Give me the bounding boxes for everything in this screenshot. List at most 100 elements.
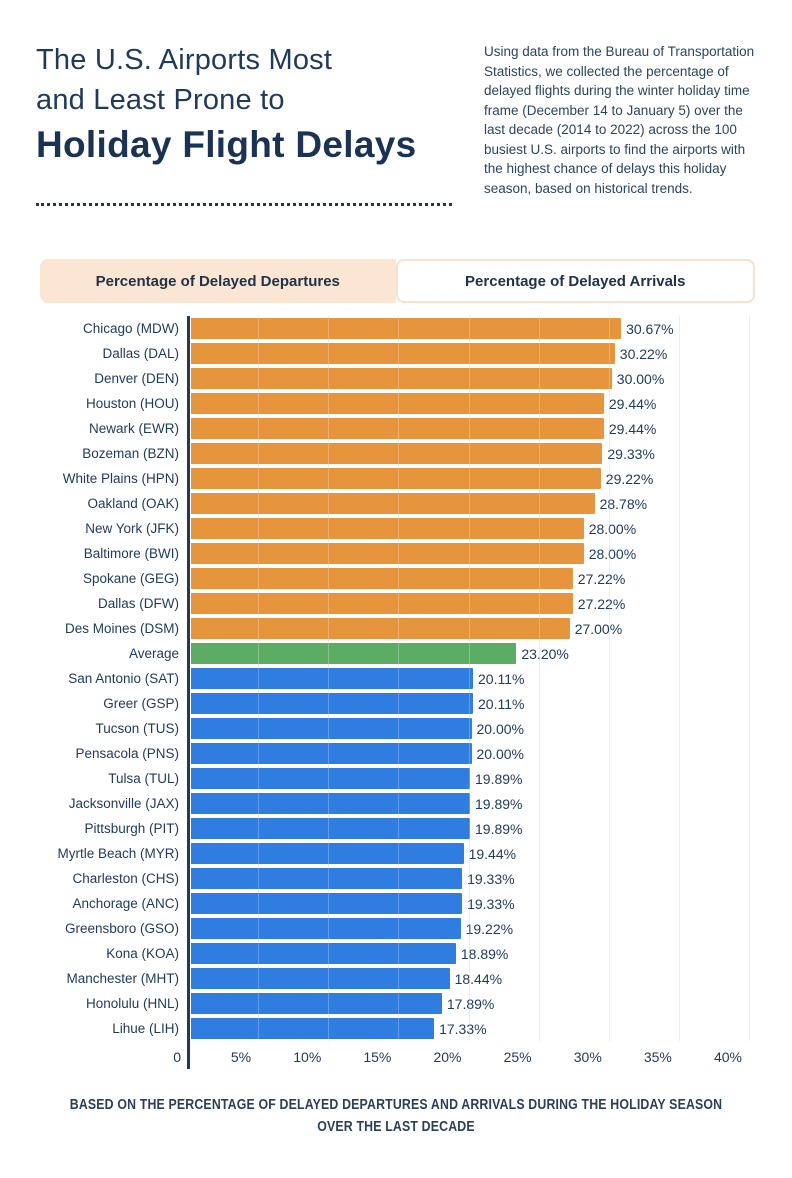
chart-row: San Antonio (SAT) 20.11% — [10, 666, 748, 691]
chart-row: Oakland (OAK) 28.78% — [10, 491, 748, 516]
chart-rows: Chicago (MDW) 30.67% Dallas (DAL) 30.22% Den… — [10, 316, 750, 1069]
bar-value-label: 27.22% — [577, 570, 626, 587]
chart-row: New York (JFK) 28.00% — [10, 516, 748, 541]
chart-row: Greensboro (GSO) 19.22% — [10, 916, 748, 941]
bar-track: 29.44% — [188, 416, 748, 441]
bar-track: 30.00% — [188, 366, 748, 391]
bar-track: 20.11% — [188, 691, 748, 716]
bar-least — [191, 693, 473, 714]
chart-row: Dallas (DFW) 27.22% — [10, 591, 748, 616]
bar-value-label: 29.22% — [605, 470, 654, 487]
bar-least — [191, 793, 470, 814]
chart-row: Tucson (TUS) 20.00% — [10, 716, 748, 741]
bar-most — [191, 618, 570, 639]
bar-category-label: Charleston (CHS) — [72, 871, 179, 886]
bar-track: 19.89% — [188, 816, 748, 841]
bar-category-label: Honolulu (HNL) — [85, 996, 179, 1011]
bar-category-label: Des Moines (DSM) — [64, 621, 179, 636]
bar-least — [191, 943, 456, 964]
tab-delayed-departures[interactable]: Percentage of Delayed Departures — [40, 259, 396, 303]
metric-tabs: Percentage of Delayed Departures Percent… — [40, 259, 755, 303]
chart-row: White Plains (HPN) 29.22% — [10, 466, 748, 491]
tab-delayed-arrivals[interactable]: Percentage of Delayed Arrivals — [395, 259, 755, 303]
bar-value-label: 20.00% — [476, 720, 524, 737]
bar-value-label: 30.00% — [616, 370, 665, 387]
bar-value-label: 27.00% — [574, 620, 623, 637]
bar-most — [191, 393, 604, 414]
chart-row: Pittsburgh (PIT) 19.89% — [10, 816, 748, 841]
bar-most — [191, 368, 612, 389]
bar-most — [191, 493, 595, 514]
bar-track: 27.22% — [188, 566, 748, 591]
x-tick-label: 30% — [573, 1049, 602, 1065]
bar-least — [191, 1018, 435, 1039]
bar-value-label: 19.89% — [475, 820, 523, 837]
bar-value-label: 28.00% — [588, 545, 637, 562]
bar-track: 28.00% — [188, 541, 748, 566]
bar-track: 17.89% — [188, 991, 748, 1016]
bar-category-label: Pittsburgh (PIT) — [84, 821, 179, 836]
y-axis-line — [187, 316, 190, 1069]
x-tick-label: 10% — [293, 1049, 322, 1065]
chart-row: Myrtle Beach (MYR) 19.44% — [10, 841, 748, 866]
bar-category-label: Average — [128, 646, 179, 661]
bar-category-label: Jacksonville (JAX) — [68, 796, 179, 811]
chart-row: Average 23.20% — [10, 641, 748, 666]
chart-row: Baltimore (BWI) 28.00% — [10, 541, 748, 566]
bar-category-label: Greensboro (GSO) — [64, 921, 179, 936]
x-tick-label: 40% — [713, 1049, 742, 1065]
bar-value-label: 20.11% — [478, 670, 525, 687]
bar-most — [191, 418, 604, 439]
chart-row: Manchester (MHT) 18.44% — [10, 966, 748, 991]
bar-track: 30.22% — [188, 341, 748, 366]
bar-category-label: Newark (EWR) — [89, 421, 179, 436]
bar-track: 28.78% — [188, 491, 748, 516]
chart-row: Des Moines (DSM) 27.00% — [10, 616, 748, 641]
bar-track: 29.33% — [188, 441, 748, 466]
bar-track: 19.33% — [188, 891, 748, 916]
bar-most — [191, 518, 584, 539]
bar-value-label: 20.00% — [476, 745, 524, 762]
tab-delayed-departures-label: Percentage of Delayed Departures — [95, 272, 340, 290]
chart-row: Kona (KOA) 18.89% — [10, 941, 748, 966]
chart-row: Bozeman (BZN) 29.33% — [10, 441, 748, 466]
chart-row: Honolulu (HNL) 17.89% — [10, 991, 748, 1016]
bar-track: 19.44% — [188, 841, 748, 866]
gridline-overlay-40 — [749, 316, 750, 1041]
bar-category-label: Myrtle Beach (MYR) — [57, 846, 179, 861]
bar-category-label: Dallas (DFW) — [98, 596, 179, 611]
chart-row: Charleston (CHS) 19.33% — [10, 866, 748, 891]
bar-least — [191, 868, 463, 889]
bar-value-label: 20.11% — [478, 695, 525, 712]
bar-category-label: Oakland (OAK) — [87, 496, 179, 511]
page-title-line-3: Holiday Flight Delays — [36, 124, 417, 165]
bar-value-label: 27.22% — [577, 595, 626, 612]
bar-category-label: Kona (KOA) — [106, 946, 179, 961]
bar-track: 27.00% — [188, 616, 748, 641]
bar-most — [191, 443, 603, 464]
bar-value-label: 18.89% — [460, 945, 509, 962]
x-tick-label: 20% — [433, 1049, 462, 1065]
bar-category-label: New York (JFK) — [85, 521, 179, 536]
footer-note-line-2: OVER THE LAST DECADE — [317, 1119, 475, 1135]
bar-track: 18.89% — [188, 941, 748, 966]
bar-category-label: Lihue (LIH) — [112, 1021, 179, 1036]
x-tick-label: 35% — [643, 1049, 672, 1065]
bar-most — [191, 593, 573, 614]
x-tick-label: 0 — [173, 1049, 181, 1065]
bar-value-label: 19.33% — [467, 870, 515, 887]
bar-category-label: Bozeman (BZN) — [82, 446, 179, 461]
bar-category-label: Tucson (TUS) — [95, 721, 179, 736]
bar-track: 17.33% — [188, 1016, 748, 1041]
bar-track: 23.20% — [188, 641, 748, 666]
bar-category-label: Spokane (GEG) — [82, 571, 179, 586]
bar-track: 19.33% — [188, 866, 748, 891]
gridline-40 — [749, 316, 750, 1041]
bar-value-label: 28.00% — [588, 520, 637, 537]
bar-track: 20.11% — [188, 666, 748, 691]
bar-category-label: Anchorage (ANC) — [72, 896, 179, 911]
footer-note-line-1: BASED ON THE PERCENTAGE OF DELAYED DEPAR… — [69, 1097, 723, 1113]
bar-least — [191, 668, 473, 689]
bar-value-label: 23.20% — [521, 645, 569, 662]
chart-row: Tulsa (TUL) 19.89% — [10, 766, 748, 791]
